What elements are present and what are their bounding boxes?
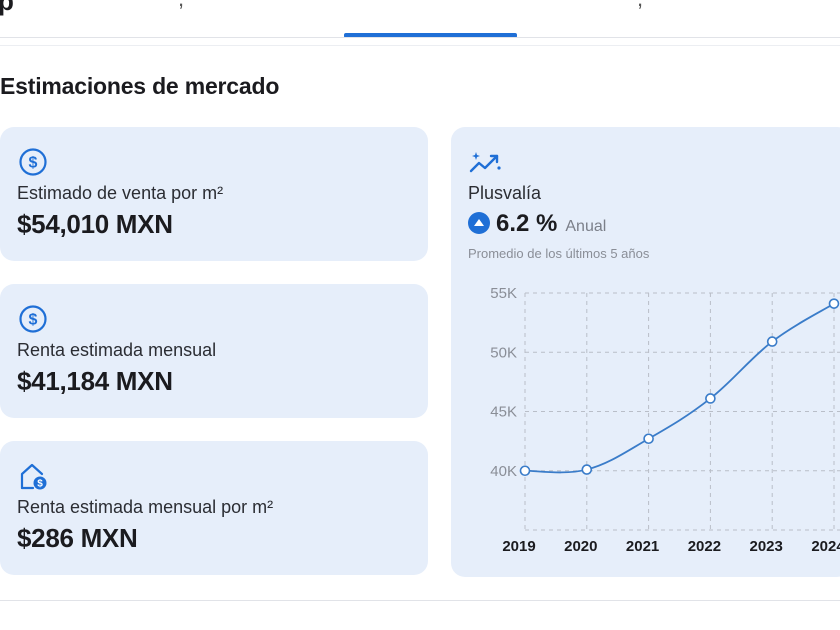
y-tick-label: 50K <box>490 344 517 361</box>
data-point <box>519 465 531 477</box>
data-point <box>581 464 593 475</box>
house-dollar-icon: $ <box>18 461 48 491</box>
tab-separator: , <box>637 0 643 12</box>
tab-label-partial[interactable]: p <box>0 0 14 16</box>
dollar-circle-icon: $ <box>18 304 48 334</box>
dollar-circle-icon: $ <box>18 147 48 177</box>
card-label: Renta estimada mensual por m² <box>17 497 274 517</box>
data-point <box>643 433 654 445</box>
x-tick-label: 2022 <box>688 538 721 555</box>
plusvalia-rate-row: 6.2 % Anual <box>468 209 606 238</box>
card-label: Renta estimada mensual <box>17 340 217 360</box>
card-label: Estimado de venta por m² <box>17 183 224 203</box>
arrow-up-circle-icon <box>468 212 490 234</box>
card-value: $54,010 MXN <box>17 209 173 239</box>
card-value: $41,184 MXN <box>17 366 173 396</box>
section-divider <box>0 45 840 46</box>
plusvalia-period: Anual <box>565 218 607 235</box>
tab-strip: p , , <box>0 0 840 46</box>
tab-active-indicator <box>344 33 517 38</box>
card-plusvalia: Plusvalía 6.2 % Anual Promedio de los úl… <box>451 127 840 577</box>
card-sale-estimate: $ Estimado de venta por m² $54,010 MXN <box>0 127 428 261</box>
y-tick-label: 40K <box>490 463 517 480</box>
plusvalia-value: 6.2 % <box>496 210 558 237</box>
x-tick-label: 2020 <box>564 538 597 555</box>
plusvalia-chart: 40K 45K 50K 55K 2019 2020 2021 2022 2023 2024 <box>490 285 840 555</box>
bottom-divider <box>0 600 840 601</box>
series-line <box>524 302 835 474</box>
y-tick-label: 45K <box>490 404 517 421</box>
data-point <box>828 298 840 309</box>
card-monthly-rent-per-m2: $ Renta estimada mensual por m² $286 MXN <box>0 441 428 575</box>
card-monthly-rent: $ Renta estimada mensual $41,184 MXN <box>0 284 428 418</box>
trend-sparkle-icon <box>469 149 503 177</box>
svg-text:$: $ <box>29 312 38 329</box>
plusvalia-note: Promedio de los últimos 5 años <box>468 246 650 261</box>
x-tick-label: 2021 <box>626 538 659 555</box>
data-point <box>766 336 778 347</box>
x-tick-label: 2024 <box>811 538 840 555</box>
data-point <box>705 393 716 404</box>
svg-text:$: $ <box>29 155 38 172</box>
plusvalia-title: Plusvalía <box>468 183 542 203</box>
y-tick-label: 55K <box>490 285 517 302</box>
card-value: $286 MXN <box>17 523 138 553</box>
x-tick-label: 2019 <box>502 538 535 555</box>
x-tick-label: 2023 <box>750 538 783 555</box>
svg-text:$: $ <box>37 479 43 490</box>
tab-separator: , <box>178 0 184 12</box>
tab-divider <box>0 37 840 38</box>
section-title: Estimaciones de mercado <box>0 73 280 99</box>
